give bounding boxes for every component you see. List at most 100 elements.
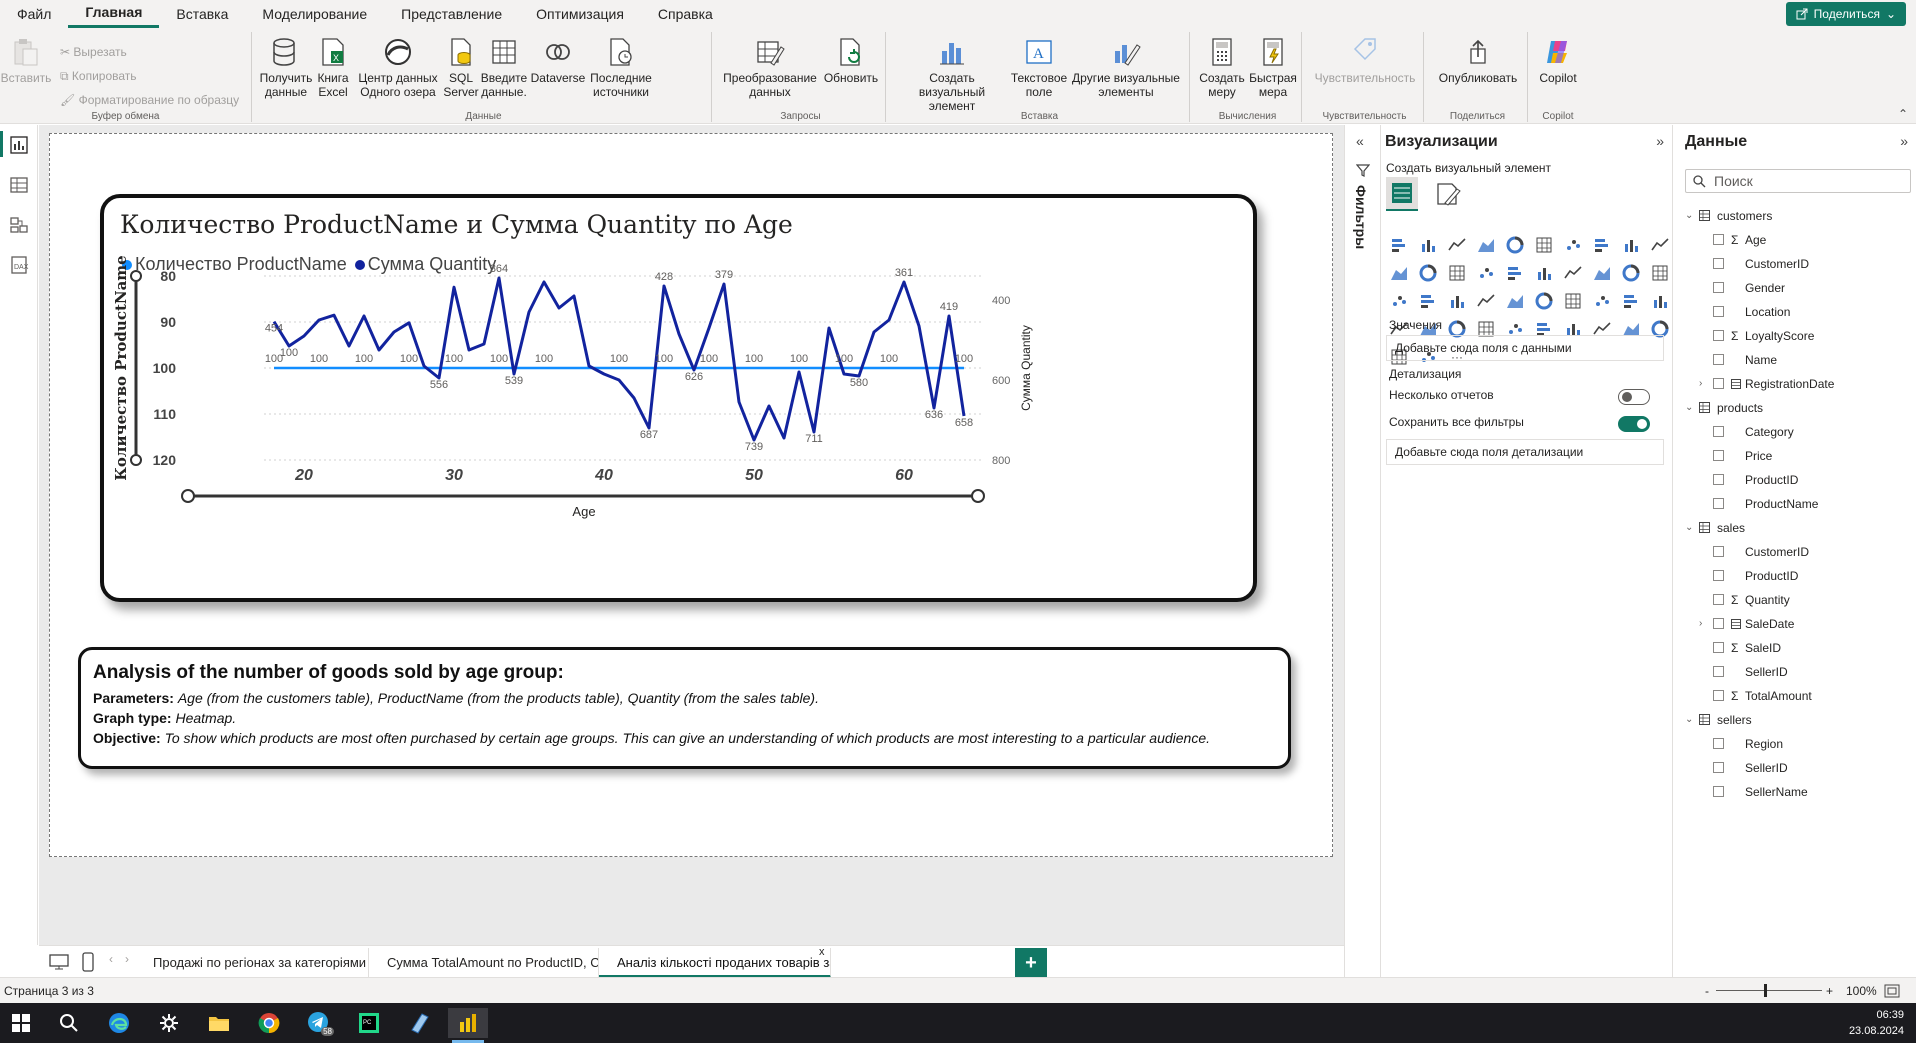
report-page[interactable]: Количество ProductName и Сумма Quantity …	[49, 133, 1333, 857]
visual-metrics-icon[interactable]	[1532, 317, 1556, 341]
mobile-layout-icon[interactable]	[81, 952, 95, 972]
fit-page-icon[interactable]	[1884, 984, 1900, 998]
zoom-in-button[interactable]: +	[1826, 984, 1834, 998]
field-sales-TotalAmount[interactable]: Σ TotalAmount	[1683, 684, 1913, 708]
enter-data-button[interactable]: Введите данные.	[480, 36, 528, 99]
menu-insert[interactable]: Вставка	[176, 6, 229, 22]
field-checkbox[interactable]	[1713, 618, 1724, 629]
field-checkbox[interactable]	[1713, 786, 1724, 797]
keep-filters-toggle[interactable]	[1618, 416, 1650, 432]
edge-browser-icon[interactable]	[104, 1008, 134, 1038]
field-checkbox[interactable]	[1713, 234, 1724, 245]
onelake-button[interactable]: Центр данных Одного озера	[354, 36, 442, 99]
model-view-icon[interactable]	[9, 215, 29, 235]
visual-map-icon[interactable]	[1648, 261, 1672, 285]
menu-optimize[interactable]: Оптимизация	[536, 6, 624, 22]
visual-stacked-column-icon[interactable]	[1416, 233, 1440, 257]
dataverse-button[interactable]: Dataverse	[530, 36, 586, 85]
visual-treemap-icon[interactable]	[1619, 261, 1643, 285]
copilot-button[interactable]: Copilot	[1534, 36, 1582, 85]
chevron-right-icon[interactable]: ›	[1699, 618, 1703, 629]
visual-smart-narrative-icon[interactable]	[1503, 317, 1527, 341]
x-zoom-handle-left[interactable]	[181, 489, 195, 503]
paste-button[interactable]: Вставить	[1, 36, 51, 85]
field-sales-SaleID[interactable]: Σ SaleID	[1683, 636, 1913, 660]
get-data-button[interactable]: Получить данные	[260, 36, 312, 99]
field-customers-Location[interactable]: Location	[1683, 300, 1913, 324]
field-checkbox[interactable]	[1713, 378, 1724, 389]
file-explorer-icon[interactable]	[204, 1008, 234, 1038]
tab-scroll-right-icon[interactable]: ›	[125, 952, 129, 966]
visual-donut-icon[interactable]	[1590, 261, 1614, 285]
visual-card-icon[interactable]	[1474, 289, 1498, 313]
line-chart-visual[interactable]: Количество ProductName и Сумма Quantity …	[100, 194, 1257, 602]
field-customers-Name[interactable]: Name	[1683, 348, 1913, 372]
visual-arcgis-icon[interactable]	[1590, 317, 1614, 341]
table-products[interactable]: ⌄ products	[1683, 396, 1913, 420]
page-tab-1[interactable]: Продажі по регіонах за категоріями прод.…	[135, 948, 369, 978]
page-tab-2[interactable]: Сумма TotalAmount по ProductID, Categor.…	[369, 948, 599, 978]
field-sellers-Region[interactable]: Region	[1683, 732, 1913, 756]
y-zoom-handle-bottom[interactable]	[130, 454, 142, 466]
close-tab-icon[interactable]: x	[819, 946, 825, 958]
visual-key-influencers-icon[interactable]	[1416, 317, 1440, 341]
visual-qa-icon[interactable]	[1474, 317, 1498, 341]
field-products-ProductName[interactable]: ProductName	[1683, 492, 1913, 516]
field-customers-LoyaltyScore[interactable]: Σ LoyaltyScore	[1683, 324, 1913, 348]
visual-slicer-icon[interactable]	[1561, 289, 1585, 313]
transform-data-button[interactable]: Преобразование данных	[722, 36, 818, 99]
cross-report-toggle[interactable]	[1618, 389, 1650, 405]
legend-item-sum[interactable]: Сумма Quantity	[354, 254, 496, 275]
visual-python-icon[interactable]	[1387, 317, 1411, 341]
pycharm-icon[interactable]: PC	[354, 1008, 384, 1038]
visual-power-apps-icon[interactable]	[1619, 317, 1643, 341]
more-visuals-button[interactable]: Другие визуальные элементы	[1070, 36, 1182, 99]
visual-waterfall-icon[interactable]	[1474, 261, 1498, 285]
excel-button[interactable]: X Книга Excel	[314, 36, 352, 99]
share-button[interactable]: Поделиться ⌄	[1785, 2, 1906, 26]
visual-decomposition-tree-icon[interactable]	[1445, 317, 1469, 341]
publish-button[interactable]: Опубликовать	[1434, 36, 1522, 85]
power-bi-taskbar-icon[interactable]	[448, 1008, 488, 1038]
visual-pie-icon[interactable]	[1561, 261, 1585, 285]
chevron-right-icon[interactable]: ›	[1699, 378, 1703, 389]
table-sales[interactable]: ⌄ sales	[1683, 516, 1913, 540]
field-checkbox[interactable]	[1713, 306, 1724, 317]
visual-stacked-area-icon[interactable]	[1619, 233, 1643, 257]
visual-matrix-icon[interactable]	[1619, 289, 1643, 313]
field-customers-Gender[interactable]: Gender	[1683, 276, 1913, 300]
notepad-icon[interactable]	[404, 1008, 434, 1038]
collapse-ribbon-icon[interactable]: ⌃	[1897, 107, 1908, 121]
visual-clustered-bar-icon[interactable]	[1445, 233, 1469, 257]
field-checkbox[interactable]	[1713, 498, 1724, 509]
chevron-down-icon[interactable]: ⌄	[1685, 714, 1694, 725]
menu-view[interactable]: Представление	[401, 6, 503, 22]
desktop-layout-icon[interactable]	[49, 954, 69, 970]
visual-stacked-bar-icon[interactable]	[1387, 233, 1411, 257]
visual-gauge-icon[interactable]	[1445, 289, 1469, 313]
visual-multirow-card-icon[interactable]	[1503, 289, 1527, 313]
field-products-ProductID[interactable]: ProductID	[1683, 468, 1913, 492]
field-checkbox[interactable]	[1713, 426, 1724, 437]
field-checkbox[interactable]	[1713, 474, 1724, 485]
format-visual-icon[interactable]	[1435, 181, 1461, 207]
visual-azure-map-icon[interactable]	[1416, 289, 1440, 313]
chevron-down-icon[interactable]: ⌄	[1685, 522, 1694, 533]
visual-area-icon[interactable]	[1590, 233, 1614, 257]
description-textbox[interactable]: Analysis of the number of goods sold by …	[78, 647, 1291, 769]
visual-line-icon[interactable]	[1561, 233, 1585, 257]
chrome-browser-icon[interactable]	[254, 1008, 284, 1038]
cut-button[interactable]: ✂ Вырезать	[60, 45, 127, 59]
field-sales-SaleDate[interactable]: › SaleDate	[1683, 612, 1913, 636]
menu-modeling[interactable]: Моделирование	[262, 6, 368, 22]
y-zoom-handle-top[interactable]	[130, 270, 142, 282]
system-clock[interactable]: 06:39 23.08.2024	[1848, 1009, 1904, 1037]
visual-paginated-icon[interactable]	[1561, 317, 1585, 341]
taskbar-search-icon[interactable]	[54, 1008, 84, 1038]
copy-button[interactable]: ⧉ Копировать	[60, 69, 137, 83]
values-drop-well[interactable]: Добавьте сюда поля с данными	[1386, 335, 1664, 361]
collapse-data-icon[interactable]: »	[1900, 133, 1908, 149]
field-checkbox[interactable]	[1713, 690, 1724, 701]
field-checkbox[interactable]	[1713, 642, 1724, 653]
field-sales-SellerID[interactable]: SellerID	[1683, 660, 1913, 684]
